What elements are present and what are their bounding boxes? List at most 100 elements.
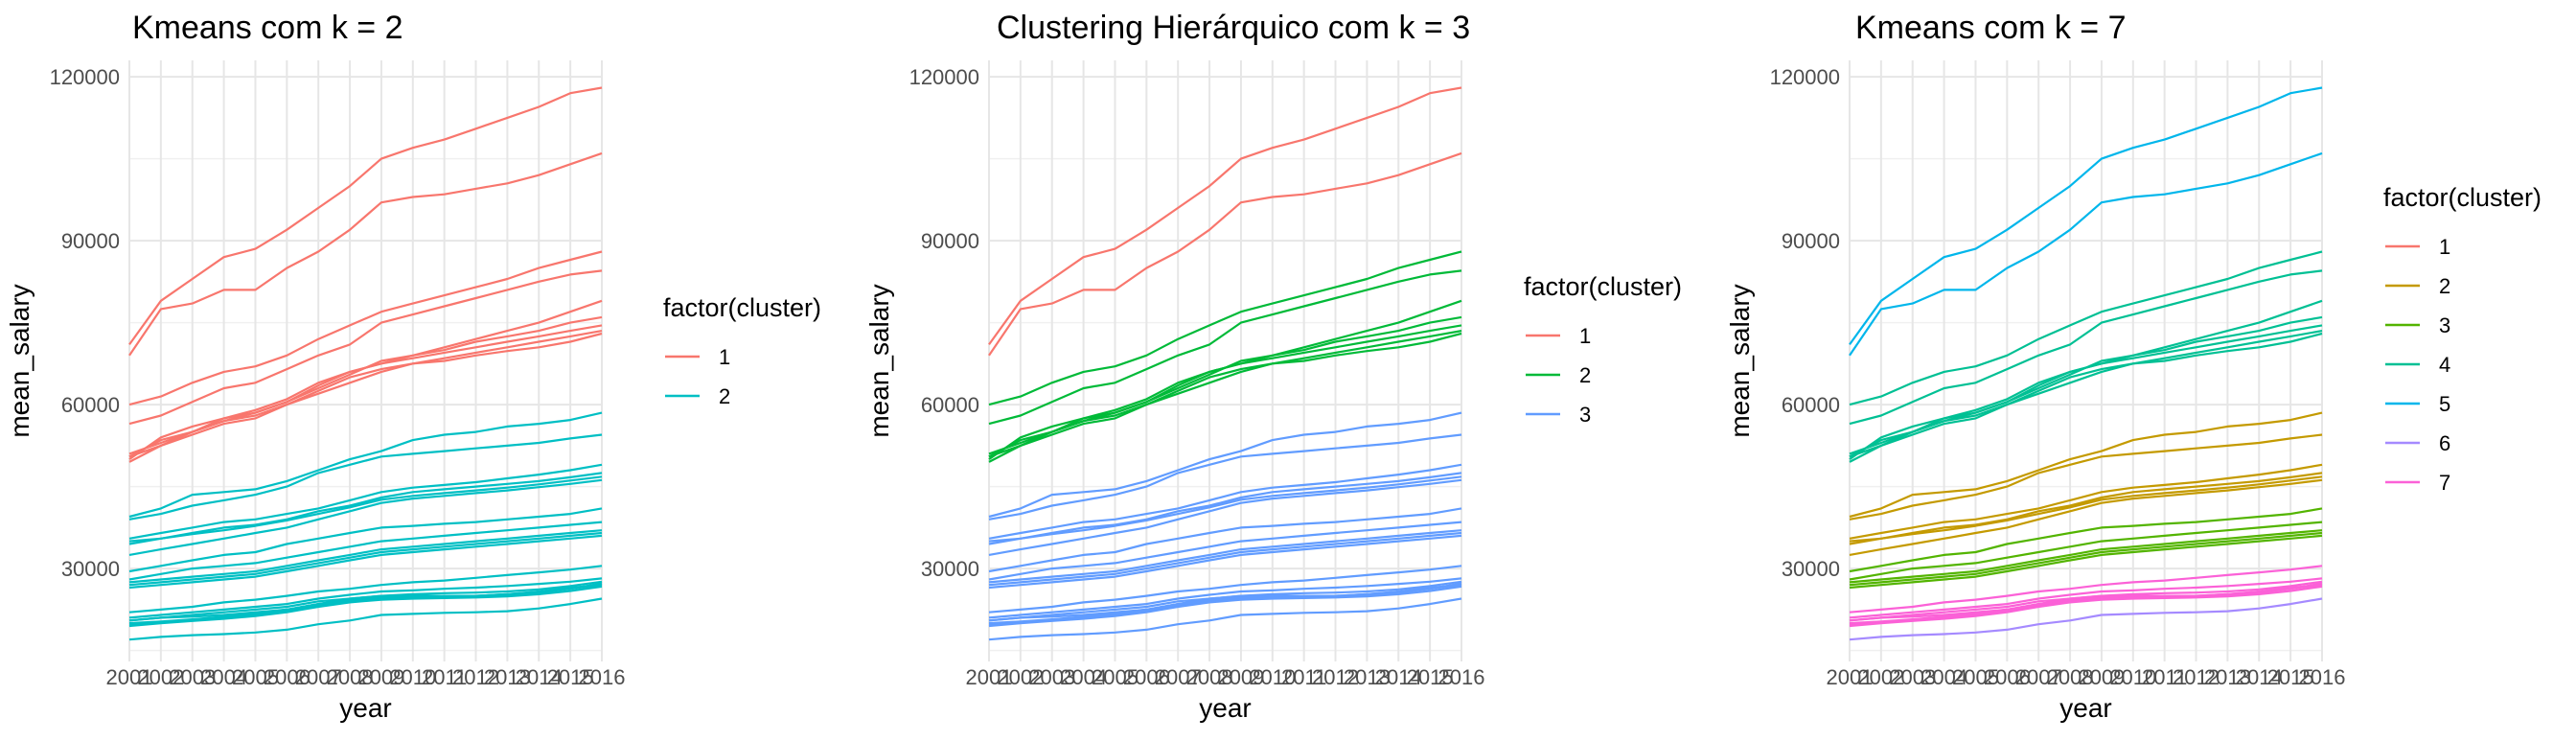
x-tick-label: 2007 (1155, 665, 1202, 689)
x-tick-label: 2013 (1344, 665, 1391, 689)
x-tick-label: 2013 (2204, 665, 2251, 689)
series-line-cluster-2 (128, 597, 603, 641)
x-tick-label: 2010 (389, 665, 436, 689)
x-tick-label: 2012 (2173, 665, 2220, 689)
series-line-cluster-7 (1849, 577, 2323, 619)
x-tick-label: 2002 (137, 665, 184, 689)
x-tick-label: 2014 (2236, 665, 2283, 689)
series-line-cluster-3 (1849, 531, 2323, 587)
legend-label-1: 1 (1579, 324, 1591, 348)
series-line-cluster-3 (988, 534, 1462, 590)
series-line-cluster-3 (988, 475, 1462, 545)
series-line-cluster-2 (128, 521, 603, 581)
x-tick-label: 2009 (357, 665, 404, 689)
legend: factor(cluster) 1 2 (663, 293, 821, 408)
legend-label-1: 1 (2439, 235, 2450, 259)
x-axis-title: year (339, 693, 391, 723)
y-tick-label: 90000 (1782, 229, 1840, 253)
legend-label-4: 4 (2439, 353, 2450, 377)
x-tick-label: 2012 (452, 665, 499, 689)
series-line-cluster-3 (988, 433, 1462, 521)
series-line-cluster-3 (988, 411, 1462, 519)
series-line-cluster-2 (128, 475, 603, 545)
x-axis-title: year (2059, 693, 2111, 723)
series-line-cluster-2 (1849, 472, 2323, 543)
minor-gridlines (129, 157, 602, 652)
series-line-cluster-2 (1849, 463, 2323, 540)
x-tick-label: 2015 (547, 665, 594, 689)
x-tick-label: 2011 (2142, 665, 2187, 689)
panel-2: 3000060000900001200002001200220032004200… (864, 10, 1682, 723)
legend-label-3: 3 (1579, 403, 1591, 427)
y-axis-title: mean_salary (864, 284, 894, 437)
series-line-cluster-1 (988, 86, 1462, 346)
x-tick-label: 2001 (966, 665, 1013, 689)
series-line-cluster-2 (1849, 433, 2323, 521)
chart-title: Kmeans com k = 7 (1855, 10, 2127, 46)
y-tick-label: 30000 (1782, 557, 1840, 581)
legend-label-6: 6 (2439, 431, 2450, 455)
series-line-cluster-2 (128, 529, 603, 584)
x-tick-label: 2016 (2299, 665, 2346, 689)
series-lines (1849, 86, 2323, 641)
minor-gridlines (1850, 157, 2322, 652)
legend-title: factor(cluster) (663, 293, 821, 322)
series-line-cluster-2 (128, 577, 603, 619)
legend-label-2: 2 (1579, 363, 1591, 387)
series-line-cluster-1 (988, 151, 1462, 357)
x-tick-label: 2004 (1920, 665, 1967, 689)
series-line-cluster-2 (128, 478, 603, 556)
series-line-cluster-2 (1849, 411, 2323, 519)
x-tick-label: 2016 (579, 665, 626, 689)
series-line-cluster-5 (1849, 86, 2323, 346)
series-line-cluster-2 (988, 250, 1462, 406)
x-tick-label: 2005 (232, 665, 279, 689)
x-tick-label: 2015 (1407, 665, 1454, 689)
series-line-cluster-3 (988, 577, 1462, 619)
x-tick-label: 2010 (1249, 665, 1296, 689)
x-tick-label: 2006 (264, 665, 310, 689)
x-tick-label: 2008 (327, 665, 374, 689)
series-line-cluster-3 (1849, 534, 2323, 590)
series-line-cluster-3 (1849, 507, 2323, 573)
legend-title: factor(cluster) (2383, 183, 2542, 212)
x-tick-label: 2013 (484, 665, 531, 689)
x-axis-title: year (1199, 693, 1251, 723)
x-tick-label: 2002 (1857, 665, 1904, 689)
x-tick-label: 2005 (1092, 665, 1138, 689)
x-tick-label: 2009 (1217, 665, 1264, 689)
series-line-cluster-2 (128, 507, 603, 573)
x-tick-label: 2014 (1375, 665, 1422, 689)
series-line-cluster-1 (128, 330, 603, 458)
x-tick-label: 2004 (200, 665, 247, 689)
series-line-cluster-4 (1849, 330, 2323, 458)
series-line-cluster-2 (128, 531, 603, 587)
x-tick-label: 2010 (2109, 665, 2156, 689)
y-tick-label: 60000 (61, 393, 120, 417)
series-line-cluster-3 (988, 507, 1462, 573)
panel-3: 3000060000900001200002001200220032004200… (1725, 10, 2542, 723)
x-tick-label: 2003 (169, 665, 216, 689)
panel-1: 3000060000900001200002001200220032004200… (5, 10, 821, 723)
series-lines (988, 86, 1462, 641)
series-line-cluster-3 (1849, 529, 2323, 584)
legend: factor(cluster) 1 2 3 4 5 6 7 (2383, 183, 2542, 495)
series-line-cluster-3 (1849, 521, 2323, 581)
legend-label-2: 2 (719, 384, 730, 408)
chart-title: Clustering Hierárquico com k = 3 (997, 10, 1470, 46)
legend-label-1: 1 (719, 345, 730, 369)
x-tick-label: 2003 (1028, 665, 1075, 689)
y-tick-label: 60000 (1782, 393, 1840, 417)
series-line-cluster-3 (988, 478, 1462, 556)
series-line-cluster-2 (1849, 475, 2323, 545)
x-tick-label: 2005 (1952, 665, 1999, 689)
y-tick-label: 120000 (1770, 65, 1840, 89)
y-axis-title: mean_salary (5, 284, 34, 437)
series-line-cluster-7 (1849, 565, 2323, 614)
x-tick-label: 2007 (295, 665, 342, 689)
series-line-cluster-1 (128, 269, 603, 426)
major-gridlines (988, 60, 1462, 661)
chart-title: Kmeans com k = 2 (132, 10, 403, 46)
